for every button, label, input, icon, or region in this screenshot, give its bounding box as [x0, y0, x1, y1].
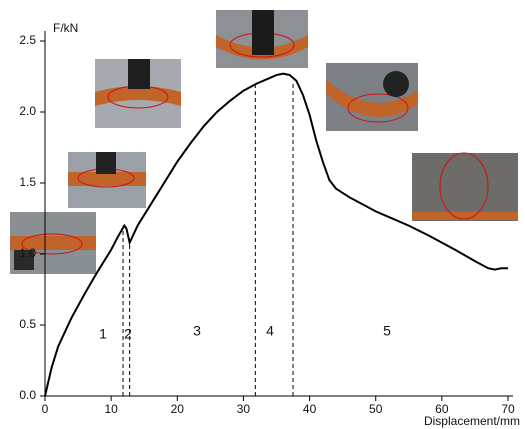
- y-tick-label: 2.0: [19, 104, 36, 118]
- region-label: 3: [193, 323, 201, 339]
- x-tick-label: 50: [369, 402, 383, 416]
- x-tick-label: 20: [171, 402, 185, 416]
- x-tick-label: 40: [303, 402, 317, 416]
- region-label: 1: [99, 326, 107, 342]
- x-tick-label: 70: [501, 402, 515, 416]
- x-tick-label: 0: [42, 402, 49, 416]
- data-line: [44, 72, 508, 397]
- photo-4: [216, 10, 308, 68]
- x-axis-label: Displacement/mm: [424, 414, 520, 428]
- region-label: 2: [124, 326, 132, 342]
- photos: [10, 10, 518, 274]
- region-label: 4: [266, 323, 274, 339]
- y-tick-label: 0.5: [19, 317, 36, 331]
- x-tick-label: 30: [237, 402, 251, 416]
- y-tick-label: 1.0: [19, 246, 36, 260]
- x-tick-label: 10: [104, 402, 118, 416]
- photo-3: [95, 59, 181, 128]
- y-axis-label: F/kN: [53, 21, 78, 35]
- photo-5: [326, 63, 418, 131]
- y-tick-label: 1.5: [19, 175, 36, 189]
- photo-1: [10, 212, 96, 274]
- x-tick-label: 60: [435, 402, 449, 416]
- photo-6: [412, 152, 518, 221]
- region-label: 5: [383, 323, 391, 339]
- photo-2: [68, 152, 146, 208]
- y-tick-label: 0.0: [19, 388, 36, 402]
- y-tick-label: 2.5: [19, 33, 36, 47]
